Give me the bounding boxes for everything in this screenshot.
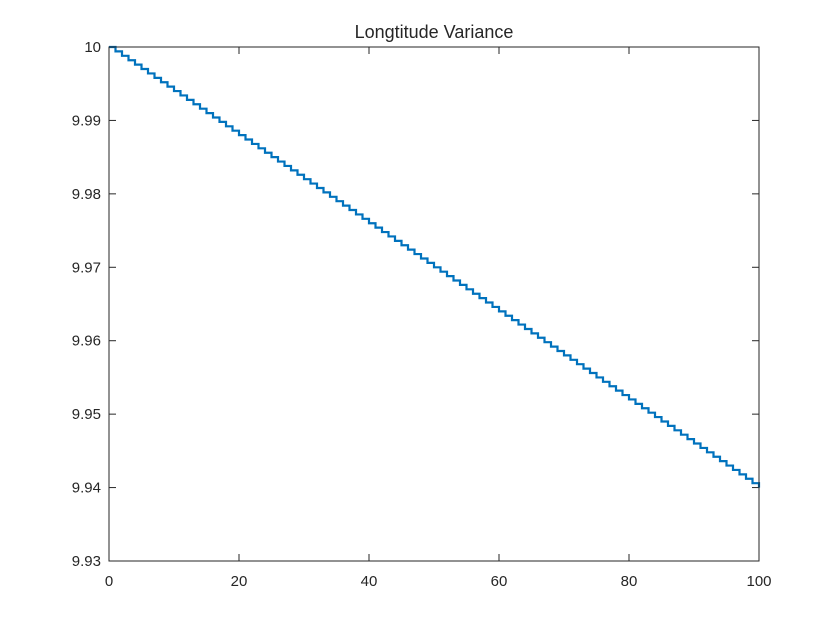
y-tick-label: 9.94 <box>72 480 101 497</box>
y-tick-label: 9.97 <box>72 259 101 276</box>
chart-title: Longtitude Variance <box>355 22 514 42</box>
x-tick-label: 20 <box>231 573 248 590</box>
x-axis-ticks: 0 20 40 60 80 100 <box>105 47 772 590</box>
y-tick-label: 9.99 <box>72 112 101 129</box>
x-tick-label: 40 <box>361 573 378 590</box>
y-tick-label: 9.98 <box>72 186 101 203</box>
x-tick-label: 60 <box>491 573 508 590</box>
y-axis-ticks: 9.93 9.94 9.95 9.96 9.97 9.98 9.99 10 <box>72 39 759 570</box>
y-tick-label: 10 <box>84 39 101 56</box>
x-tick-label: 0 <box>105 573 113 590</box>
plot-area <box>109 47 759 561</box>
y-tick-label: 9.96 <box>72 333 101 350</box>
axes-box <box>108 46 760 562</box>
y-tick-label: 9.93 <box>72 553 101 570</box>
y-tick-label: 9.95 <box>72 406 101 423</box>
series-line <box>109 45 761 488</box>
x-tick-label: 80 <box>621 573 638 590</box>
x-tick-label: 100 <box>746 573 771 590</box>
